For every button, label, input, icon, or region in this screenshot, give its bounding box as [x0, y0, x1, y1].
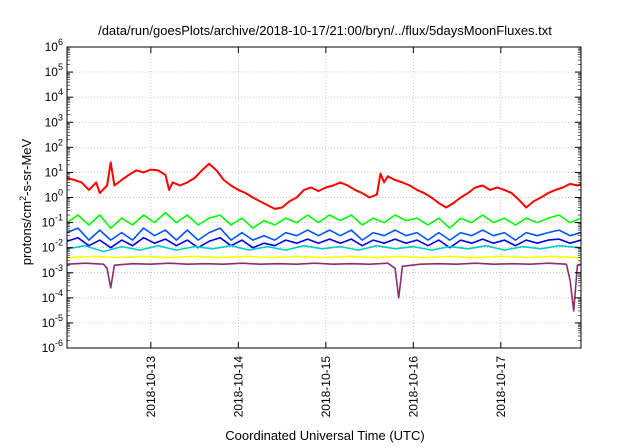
- y-tick-exponent: -4: [55, 288, 63, 298]
- y-tick-base: 10: [45, 40, 59, 54]
- x-tick-label: 2018-10-14: [231, 356, 245, 418]
- y-tick-exponent: -1: [55, 213, 63, 223]
- y-tick-base: 10: [45, 115, 59, 129]
- series-line: [66, 262, 582, 312]
- x-tick-labels: 2018-10-13 2018-10-14 2018-10-15 2018-10-16…: [144, 356, 508, 418]
- y-tick-label: 10-2: [42, 238, 63, 255]
- y-tick-base: 10: [45, 65, 59, 79]
- y-tick-exponent: -3: [55, 263, 63, 273]
- y-tick-base: 10: [45, 165, 59, 179]
- y-axis-label-suffix: -s-sr-MeV: [19, 138, 34, 195]
- y-tick-exponent: 3: [58, 112, 63, 122]
- plot-frame: [66, 46, 582, 349]
- x-tick-label: 2018-10-16: [406, 356, 420, 418]
- y-tick-label: 101: [45, 162, 63, 179]
- y-tick-base: 10: [45, 90, 59, 104]
- y-axis-label: protons/cm2-s-sr-MeV: [18, 138, 34, 265]
- y-tick-exponent: 2: [58, 137, 63, 147]
- x-tick-label: 2018-10-15: [319, 356, 333, 418]
- y-tick-base: 10: [42, 341, 56, 355]
- y-tick-label: 10-4: [42, 288, 63, 305]
- y-tick-exponent: -5: [55, 313, 63, 323]
- y-tick-exponent: 6: [58, 37, 63, 47]
- y-tick-exponent: 0: [58, 188, 63, 198]
- x-tick-label: 2018-10-17: [494, 356, 508, 418]
- series-line: [66, 244, 582, 253]
- y-tick-label: 10-5: [42, 313, 63, 330]
- axes: [66, 46, 582, 349]
- grid-lines: [67, 47, 581, 348]
- series-line: [66, 255, 582, 259]
- y-tick-label: 10-6: [42, 338, 63, 355]
- x-tick-label: 2018-10-13: [144, 356, 158, 418]
- series-line: [66, 236, 582, 249]
- y-axis-label-superscript: 2: [18, 196, 28, 201]
- y-tick-exponent: -2: [55, 238, 63, 248]
- y-tick-base: 10: [42, 241, 56, 255]
- y-tick-labels: 10-610-510-410-310-210-11001011021031041…: [42, 37, 63, 355]
- y-axis-label-prefix: protons/cm: [19, 201, 34, 265]
- series-line: [66, 211, 582, 229]
- y-tick-exponent: -6: [55, 338, 63, 348]
- chart-title: /data/run/goesPlots/archive/2018-10-17/2…: [98, 23, 552, 38]
- y-tick-label: 100: [45, 188, 63, 205]
- series-line: [66, 161, 582, 210]
- y-tick-base: 10: [45, 191, 59, 205]
- series-lines: [66, 161, 582, 312]
- y-tick-base: 10: [42, 291, 56, 305]
- series-line: [66, 227, 582, 241]
- y-tick-label: 106: [45, 37, 63, 54]
- y-tick-label: 102: [45, 137, 63, 154]
- y-tick-exponent: 4: [58, 87, 63, 97]
- y-tick-base: 10: [42, 216, 56, 230]
- x-axis-label: Coordinated Universal Time (UTC): [225, 428, 424, 443]
- y-tick-base: 10: [42, 316, 56, 330]
- y-tick-label: 10-1: [42, 213, 63, 230]
- y-tick-exponent: 5: [58, 62, 63, 72]
- y-tick-label: 103: [45, 112, 63, 129]
- y-tick-base: 10: [42, 266, 56, 280]
- y-tick-base: 10: [45, 140, 59, 154]
- y-tick-exponent: 1: [58, 162, 63, 172]
- y-tick-label: 104: [45, 87, 63, 104]
- y-tick-label: 105: [45, 62, 63, 79]
- y-tick-label: 10-3: [42, 263, 63, 280]
